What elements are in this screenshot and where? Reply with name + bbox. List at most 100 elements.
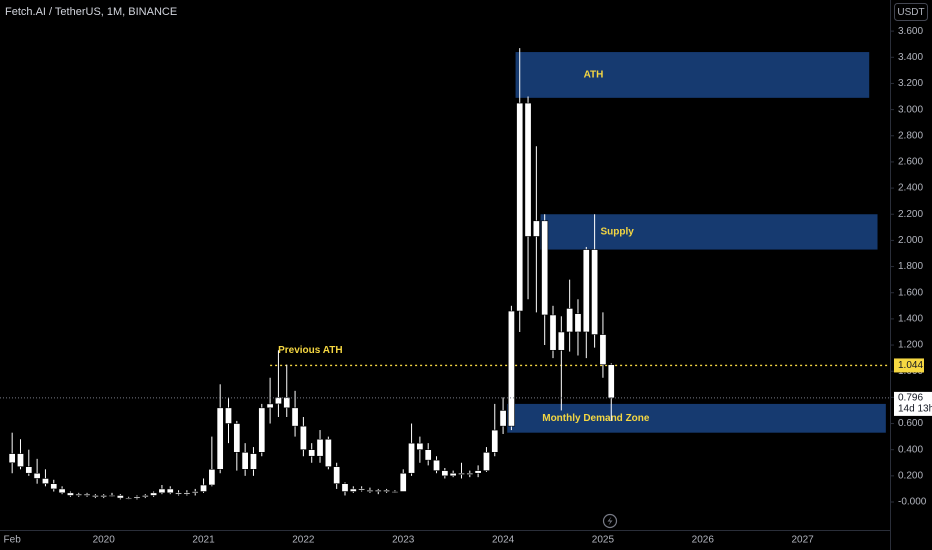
candle-body <box>33 472 41 479</box>
y-tick-label: 1.200 <box>898 340 923 351</box>
zone <box>540 214 878 250</box>
x-tick-label: 2027 <box>792 535 815 546</box>
candle-body <box>507 310 515 427</box>
currency-button[interactable] <box>894 3 928 21</box>
candle-body <box>541 220 549 316</box>
candle-body <box>582 249 590 333</box>
candle-body <box>258 407 266 453</box>
y-tick-label: 0.400 <box>898 444 923 455</box>
candle-body <box>341 483 349 492</box>
candle-body <box>482 452 490 471</box>
candle-body <box>141 495 149 498</box>
y-tick-label: 0.200 <box>898 470 923 481</box>
candle-body <box>349 488 357 492</box>
candle-body <box>316 438 324 457</box>
candle-body <box>8 453 16 464</box>
candle-body <box>250 453 257 470</box>
candle-body <box>116 495 124 499</box>
candle-body <box>100 495 108 498</box>
candle-body <box>324 438 332 467</box>
candle-body <box>291 407 299 427</box>
candle-body <box>574 313 582 333</box>
candle-body <box>566 308 574 333</box>
y-tick-label: 3.600 <box>898 26 923 37</box>
candle-body <box>433 459 440 471</box>
x-tick-label: 2024 <box>492 535 515 546</box>
x-tick-label: 2022 <box>292 535 315 546</box>
candle-body <box>557 331 565 351</box>
candle-body <box>516 102 524 312</box>
candle-body <box>208 469 216 486</box>
candle-body <box>449 472 457 477</box>
y-tick-label: 2.400 <box>898 183 923 194</box>
y-tick-label: 3.400 <box>898 52 923 63</box>
x-tick-label: Feb <box>4 535 22 546</box>
zone-label: ATH <box>584 70 604 81</box>
candle-body <box>41 478 49 484</box>
logo-icon <box>602 513 618 529</box>
zone-label: Supply <box>601 227 635 238</box>
candle-body <box>158 488 166 494</box>
level-price-box <box>894 358 924 373</box>
candle-body <box>200 484 207 492</box>
plot-area: ATH Supply Monthly Demand Zone Previous ATH <box>0 48 890 500</box>
candle-body <box>266 403 274 409</box>
candle-body <box>358 488 366 491</box>
candle-body <box>125 497 133 500</box>
candle-body <box>499 410 507 427</box>
candle-body <box>399 472 407 492</box>
y-tick-label: 2.200 <box>898 209 923 220</box>
x-tick-label: 2026 <box>692 535 715 546</box>
candle-body <box>175 492 183 495</box>
candle-body <box>532 220 540 237</box>
candle-body <box>391 491 399 493</box>
zone <box>515 52 870 98</box>
level-price-label: 1.044 <box>898 360 923 371</box>
x-tick-label: 2020 <box>93 535 116 546</box>
y-tick-label: 0.600 <box>898 418 923 429</box>
zone <box>507 403 886 433</box>
y-tick-label: 1.800 <box>898 261 923 272</box>
zone-label: Monthly Demand Zone <box>542 413 650 424</box>
candle-body <box>308 449 316 457</box>
candle-body <box>58 488 66 494</box>
candle-body <box>166 488 174 494</box>
y-tick-label: 2.000 <box>898 235 923 246</box>
candle-body <box>383 489 391 492</box>
y-tick-label: 3.000 <box>898 104 923 115</box>
candle-body <box>549 314 557 351</box>
candle-body <box>233 423 241 453</box>
x-tick-label: 2021 <box>192 535 215 546</box>
y-tick-label: 1.600 <box>898 287 923 298</box>
candle-body <box>25 466 33 474</box>
candle-body <box>491 429 499 453</box>
candle-body <box>216 407 224 470</box>
candle-body <box>17 453 24 467</box>
candle-body <box>225 407 232 424</box>
candle-body <box>424 449 432 461</box>
y-tick-label: 2.800 <box>898 130 923 141</box>
currency-label[interactable]: USDT <box>897 7 924 18</box>
candle-body <box>299 425 307 450</box>
candle-body <box>466 472 474 475</box>
candle-body <box>150 492 158 496</box>
candle-body <box>458 472 465 475</box>
candle-body <box>441 470 449 477</box>
level-label: Previous ATH <box>278 345 342 356</box>
candle-body <box>607 364 615 399</box>
last-price-box <box>894 391 932 416</box>
candle-body <box>333 466 341 484</box>
candle-body <box>91 495 99 498</box>
candle-body <box>524 102 532 237</box>
candle-body <box>408 442 416 474</box>
candle-body <box>274 397 282 405</box>
y-tick-label: 3.200 <box>898 78 923 89</box>
candle-body <box>183 492 191 495</box>
candle-body <box>108 495 116 497</box>
candle-body <box>591 249 599 335</box>
candle-body <box>374 489 382 492</box>
candle-body <box>191 491 199 494</box>
candle-body <box>50 483 58 490</box>
candle-body <box>241 452 249 470</box>
